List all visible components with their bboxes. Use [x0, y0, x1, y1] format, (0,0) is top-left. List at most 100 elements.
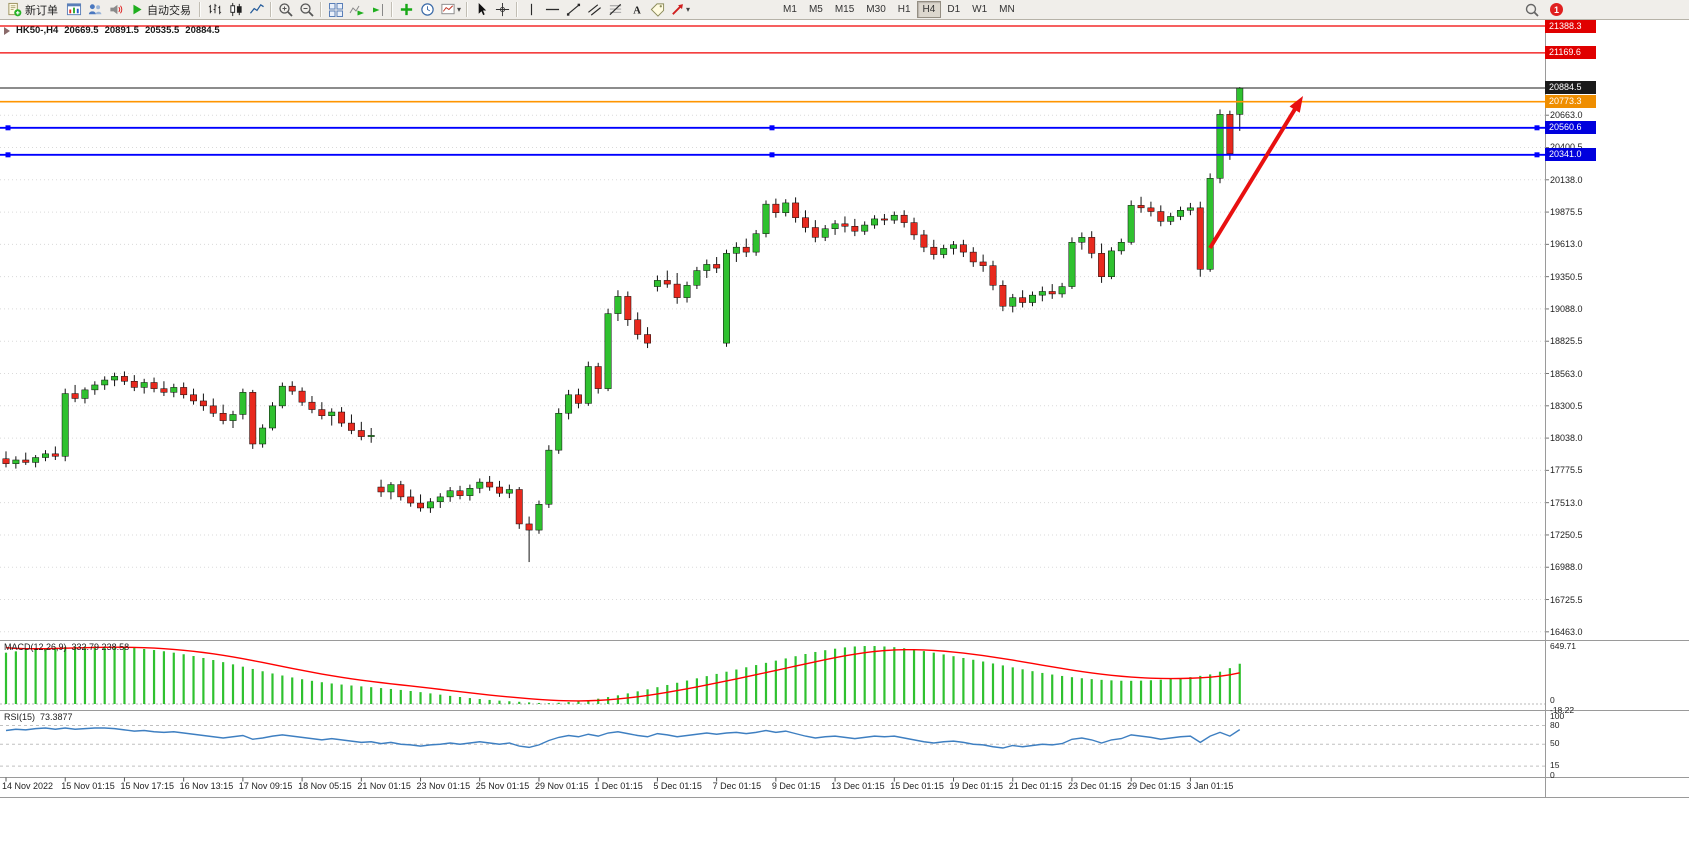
candle	[1206, 178, 1214, 270]
timeframe-button-M5[interactable]: M5	[803, 1, 829, 18]
candle	[120, 376, 128, 382]
time-axis[interactable]: 14 Nov 2022 15 Nov 01:15 15 Nov 17:15 16 No…	[0, 777, 1545, 799]
price-axis[interactable]: 20663.0 20400.5 20138.0 19875.5 19613.0 19350…	[1545, 20, 1689, 860]
candle	[575, 394, 582, 404]
zoom-out-button[interactable]	[296, 1, 317, 19]
candle	[219, 412, 227, 421]
candle	[1038, 291, 1046, 296]
timeframe-button-H4[interactable]: H4	[916, 1, 942, 18]
candle	[1177, 210, 1184, 217]
candle	[732, 246, 740, 254]
auto-trading-play-icon	[133, 4, 142, 15]
auto-scroll-button[interactable]	[346, 1, 367, 19]
charts-button[interactable]	[63, 1, 84, 19]
timeframe-button-MN[interactable]: MN	[993, 1, 1021, 18]
label-button[interactable]	[647, 1, 668, 19]
candle	[584, 366, 592, 404]
candle	[278, 385, 286, 407]
vertical-line-button[interactable]	[521, 1, 542, 19]
macd-axis-label: 649.71	[1550, 641, 1576, 651]
text-icon: A	[633, 5, 641, 16]
time-label: 23 Dec 01:15	[1067, 781, 1122, 791]
macd-layer	[0, 646, 1545, 705]
crosshair-button[interactable]	[492, 1, 513, 19]
templates-button[interactable]: ▾	[438, 1, 463, 19]
toolbar-separator	[270, 2, 272, 17]
candlestick-type-button[interactable]	[225, 1, 246, 19]
candle	[713, 264, 721, 269]
candle	[22, 459, 30, 463]
line-handle[interactable]	[5, 152, 11, 158]
trendline-button[interactable]	[563, 1, 584, 19]
news-button[interactable]	[105, 1, 126, 19]
candle	[515, 489, 523, 525]
candle	[91, 384, 99, 391]
cursor-button[interactable]	[471, 1, 492, 19]
chart-canvas[interactable]	[0, 20, 1689, 860]
line-handle[interactable]	[1534, 152, 1540, 158]
chart-area[interactable]: HK50-,H4 20669.5 20891.5 20535.5 20884.5…	[0, 20, 1689, 860]
line-chart-type-button[interactable]	[246, 1, 267, 19]
vertical-line-icon	[530, 3, 533, 16]
price-tag: 20341.0	[1545, 148, 1596, 162]
price-grid-label: 16725.5	[1550, 594, 1583, 605]
candle	[229, 414, 237, 421]
candle	[683, 285, 691, 298]
auto-trading-label: 自动交易	[147, 4, 191, 17]
time-label: 14 Nov 2022	[2, 781, 54, 791]
price-grid-label: 20400.5	[1550, 142, 1583, 152]
bar-chart-type-button[interactable]	[204, 1, 225, 19]
rsi-axis-label: 50	[1550, 738, 1560, 749]
rsi-layer	[0, 725, 1545, 767]
periods-button[interactable]	[417, 1, 438, 19]
candle	[2, 458, 10, 464]
timeframe-button-M1[interactable]: M1	[777, 1, 803, 18]
candle	[979, 261, 987, 266]
zoom-in-icon	[278, 2, 293, 17]
fibonacci-button[interactable]	[605, 1, 626, 19]
one-click-trading-toggle[interactable]	[4, 26, 10, 35]
line-handle[interactable]	[1534, 125, 1540, 131]
candle	[762, 203, 770, 234]
timeframe-button-H1[interactable]: H1	[892, 1, 917, 18]
timeframe-button-D1[interactable]: D1	[941, 1, 966, 18]
chart-title: HK50-,H4 20669.5 20891.5 20535.5 20884.5	[4, 25, 220, 36]
tile-windows-button[interactable]	[325, 1, 346, 19]
timeframe-button-W1[interactable]: W1	[966, 1, 993, 18]
rsi-label: RSI(15) 73.3877	[4, 712, 73, 722]
horizontal-line-button[interactable]	[542, 1, 563, 19]
rsi-name: RSI(15)	[4, 712, 36, 722]
text-button[interactable]: A	[626, 1, 647, 19]
indicators-button[interactable]	[396, 1, 417, 19]
accounts-button[interactable]	[84, 1, 105, 19]
line-handle[interactable]	[5, 125, 11, 131]
line-handle[interactable]	[769, 152, 775, 158]
arrows-button[interactable]: ▾	[668, 1, 692, 19]
price-grid-label: 16463.0	[1550, 626, 1583, 637]
candle	[71, 393, 79, 399]
macd-axis-label: 0	[1550, 695, 1555, 705]
line-handle[interactable]	[769, 125, 775, 131]
candle	[821, 228, 829, 238]
chart-shift-button[interactable]	[367, 1, 388, 19]
trend-arrow[interactable]	[1208, 96, 1303, 250]
candle	[644, 334, 651, 344]
search-button[interactable]	[1521, 1, 1542, 19]
candle	[861, 224, 869, 232]
channel-button[interactable]	[584, 1, 605, 19]
candle	[1019, 297, 1027, 303]
auto-trading-button[interactable]: 自动交易	[126, 1, 196, 19]
notification-badge[interactable]: 1	[1550, 3, 1563, 16]
candle	[831, 223, 839, 229]
time-label: 23 Nov 01:15	[416, 781, 471, 791]
candle	[693, 270, 701, 286]
timeframe-button-M15[interactable]: M15	[829, 1, 860, 18]
timeframe-button-M30[interactable]: M30	[860, 1, 891, 18]
new-order-button[interactable]: 新订单	[2, 1, 63, 19]
candle	[841, 223, 849, 227]
rsi-line	[5, 727, 1241, 749]
zoom-in-button[interactable]	[275, 1, 296, 19]
candle	[407, 496, 415, 504]
candle	[594, 366, 602, 389]
